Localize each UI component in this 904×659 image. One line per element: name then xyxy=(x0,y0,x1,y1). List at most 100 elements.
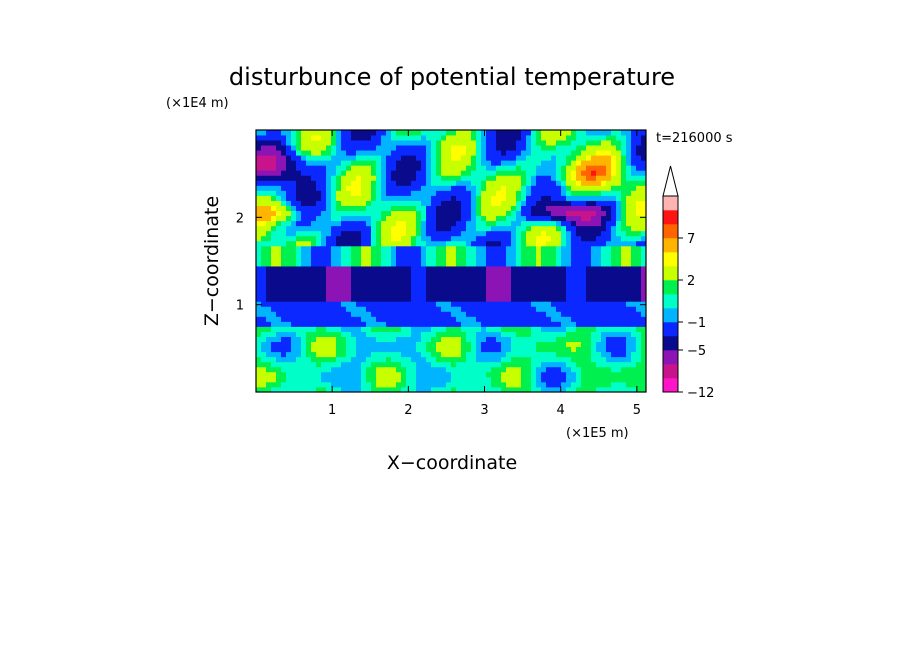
contour-cell xyxy=(491,341,497,348)
contour-cell xyxy=(531,316,537,322)
contour-cell xyxy=(596,155,602,161)
contour-cell xyxy=(391,326,397,332)
contour-cell xyxy=(436,170,442,176)
contour-cell xyxy=(536,341,542,348)
contour-cell xyxy=(531,356,537,363)
contour-cell xyxy=(571,361,577,368)
contour-cell xyxy=(506,261,512,267)
contour-cell xyxy=(451,316,457,322)
contour-cell xyxy=(626,215,632,222)
contour-cell xyxy=(321,180,327,186)
contour-cell xyxy=(271,291,277,297)
contour-cell xyxy=(271,371,277,378)
contour-cell xyxy=(471,195,477,201)
contour-cell xyxy=(556,381,562,388)
contour-cell xyxy=(636,266,642,272)
contour-cell xyxy=(356,326,362,332)
contour-cell xyxy=(496,190,502,196)
contour-cell xyxy=(446,271,452,277)
contour-cell xyxy=(346,175,352,181)
contour-cell xyxy=(621,346,627,353)
contour-cell xyxy=(526,140,532,146)
contour-cell xyxy=(631,266,637,272)
colorbar-swatch xyxy=(663,350,678,365)
contour-cell xyxy=(406,200,412,206)
contour-cell xyxy=(641,250,646,257)
contour-cell xyxy=(421,135,427,141)
contour-cell xyxy=(481,190,487,196)
contour-cell xyxy=(536,250,542,257)
contour-cell xyxy=(366,266,372,272)
contour-cell xyxy=(371,160,377,166)
contour-cell xyxy=(411,316,417,322)
contour-cell xyxy=(336,371,342,378)
contour-cell xyxy=(446,185,452,191)
contour-cell xyxy=(356,271,362,277)
contour-cell xyxy=(311,240,317,247)
contour-cell xyxy=(281,235,287,242)
contour-cell xyxy=(486,145,492,151)
contour-cell xyxy=(326,356,332,363)
contour-cell xyxy=(586,291,592,297)
contour-cell xyxy=(281,356,287,363)
contour-cell xyxy=(406,336,412,343)
contour-cell xyxy=(306,165,312,171)
contour-cell xyxy=(616,255,622,262)
contour-cell xyxy=(426,175,432,181)
contour-cell xyxy=(391,321,397,327)
contour-cell xyxy=(336,190,342,196)
contour-cell xyxy=(551,190,557,196)
contour-cell xyxy=(336,336,342,343)
contour-cell xyxy=(321,230,327,237)
contour-cell xyxy=(471,140,477,146)
contour-cell xyxy=(286,145,292,151)
contour-cell xyxy=(411,321,417,327)
contour-cell xyxy=(546,291,552,297)
contour-cell xyxy=(281,185,287,191)
contour-cell xyxy=(601,316,607,322)
contour-cell xyxy=(441,386,447,392)
contour-cell xyxy=(571,311,577,317)
contour-cell xyxy=(481,366,487,373)
contour-cell xyxy=(361,135,367,141)
contour-cell xyxy=(626,250,632,257)
contour-cell xyxy=(376,291,382,297)
contour-cell xyxy=(286,336,292,343)
contour-cell xyxy=(536,306,542,312)
contour-cell xyxy=(341,135,347,141)
contour-cell xyxy=(391,361,397,368)
contour-cell xyxy=(381,200,387,206)
contour-cell xyxy=(631,356,637,363)
contour-cell xyxy=(276,326,282,332)
contour-cell xyxy=(621,205,627,212)
contour-cell xyxy=(306,286,312,292)
contour-cell xyxy=(336,180,342,186)
contour-cell xyxy=(341,286,347,292)
contour-cell xyxy=(441,376,447,383)
contour-cell xyxy=(346,366,352,373)
contour-cell xyxy=(486,276,492,282)
contour-cell xyxy=(371,135,377,141)
contour-cell xyxy=(256,326,262,332)
contour-cell xyxy=(346,130,352,136)
contour-cell xyxy=(316,175,322,181)
contour-cell xyxy=(316,245,322,252)
contour-cell xyxy=(256,281,262,287)
contour-cell xyxy=(551,381,557,388)
contour-cell xyxy=(626,356,632,363)
contour-cell xyxy=(281,321,287,327)
contour-cell xyxy=(376,255,382,262)
contour-cell xyxy=(621,276,627,282)
contour-cell xyxy=(386,225,392,232)
contour-cell xyxy=(296,210,302,217)
contour-cell xyxy=(561,341,567,348)
contour-cell xyxy=(531,140,537,146)
contour-cell xyxy=(416,296,422,302)
contour-cell xyxy=(291,165,297,171)
contour-cell xyxy=(451,225,457,232)
contour-cell xyxy=(276,170,282,176)
contour-cell xyxy=(586,326,592,332)
contour-cell xyxy=(636,235,642,242)
contour-cell xyxy=(371,281,377,287)
contour-cell xyxy=(271,306,277,312)
